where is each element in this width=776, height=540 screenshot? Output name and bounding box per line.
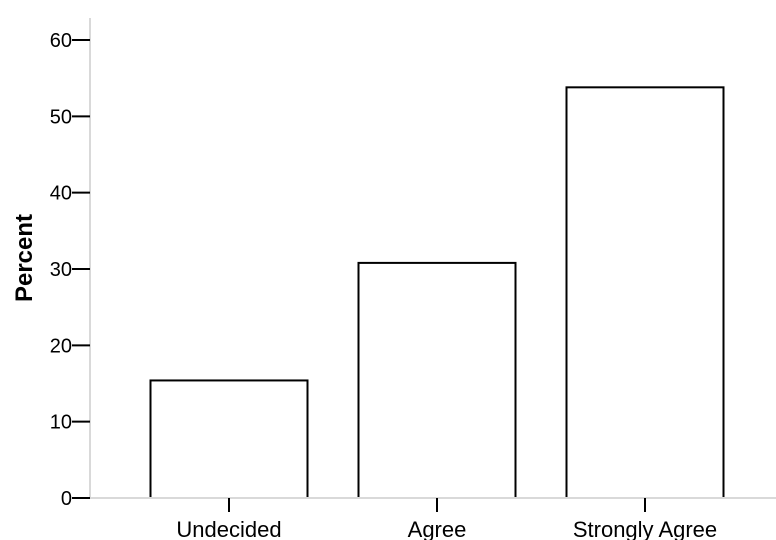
x-tick-label: Agree — [408, 517, 467, 540]
y-tick-label: 10 — [50, 412, 72, 434]
y-tick-label: 20 — [50, 335, 72, 357]
bars-layer — [149, 86, 725, 500]
y-axis-ticks: 0 10 20 30 40 50 60 — [50, 30, 90, 510]
bar-undecided — [149, 379, 309, 499]
bar-agree — [357, 261, 517, 500]
y-tick-label: 60 — [50, 30, 72, 52]
bar-strongly-agree — [565, 86, 725, 500]
x-tick-label: Strongly Agree — [573, 517, 717, 540]
y-tick-label: 0 — [61, 488, 72, 510]
x-axis-ticks: Undecided Agree Strongly Agree — [176, 498, 717, 540]
y-tick-label: 50 — [50, 106, 72, 128]
y-tick-label: 40 — [50, 183, 72, 205]
y-axis-title: Percent — [11, 214, 38, 302]
y-tick-label: 30 — [50, 259, 72, 281]
x-tick-label: Undecided — [176, 517, 281, 540]
